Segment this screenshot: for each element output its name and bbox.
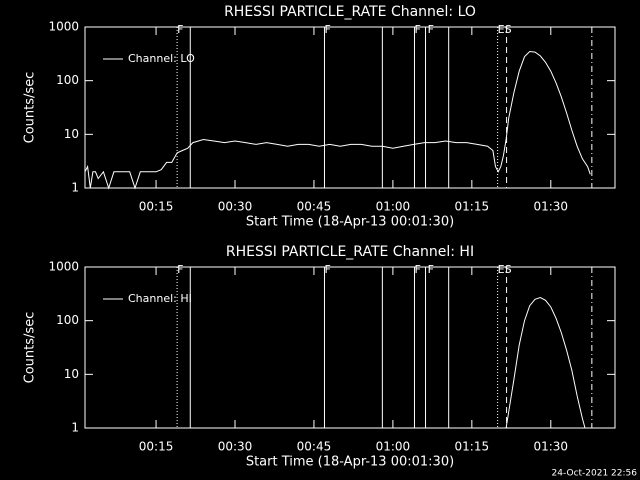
y-tick-label: 100	[56, 73, 79, 87]
y-tick-label: 1	[71, 181, 79, 195]
y-tick-label: 100	[56, 313, 79, 327]
x-axis-label: Start Time (18-Apr-13 00:01:30)	[246, 215, 454, 230]
x-tick-label: 01:15	[455, 200, 490, 214]
data-line	[505, 296, 586, 429]
x-tick-label: 00:30	[218, 440, 253, 454]
y-axis-label: Counts/sec	[23, 72, 38, 144]
x-tick-label: 01:15	[455, 440, 490, 454]
x-tick-label: 00:45	[297, 440, 332, 454]
x-tick-label: 01:00	[376, 440, 411, 454]
x-tick-label: 01:30	[533, 440, 568, 454]
x-tick-label: 00:15	[139, 440, 174, 454]
flag-label: F	[428, 263, 434, 276]
x-tick-label: 00:30	[218, 200, 253, 214]
x-tick-label: 00:15	[139, 200, 174, 214]
flag-label: F	[324, 263, 330, 276]
legend-label: Channel: HI	[128, 292, 192, 305]
y-tick-label: 10	[64, 367, 79, 381]
y-axis-label: Counts/sec	[23, 312, 38, 384]
chart-title: RHESSI PARTICLE_RATE Channel: HI	[226, 244, 474, 260]
y-tick-label: 1000	[48, 260, 79, 274]
data-line	[84, 50, 591, 190]
flag-label: F	[177, 263, 183, 276]
footer: 24-Oct-2021 22:56	[552, 469, 638, 479]
flag-label: F	[324, 23, 330, 36]
flag-label: ES	[498, 23, 512, 36]
x-tick-label: 01:30	[533, 200, 568, 214]
flag-label: F	[177, 23, 183, 36]
y-tick-label: 1	[71, 421, 79, 435]
flag-label: F	[428, 23, 434, 36]
x-axis-label: Start Time (18-Apr-13 00:01:30)	[246, 455, 454, 470]
chart-title: RHESSI PARTICLE_RATE Channel: LO	[224, 4, 476, 20]
flag-label: F	[414, 23, 420, 36]
x-tick-label: 00:45	[297, 200, 332, 214]
legend-label: Channel: LO	[128, 52, 195, 65]
flag-label: ES	[498, 263, 512, 276]
y-tick-label: 1000	[48, 20, 79, 34]
y-tick-label: 10	[64, 127, 79, 141]
plot-frame	[84, 26, 616, 189]
plot-frame	[84, 266, 616, 429]
x-tick-label: 01:00	[376, 200, 411, 214]
flag-label: F	[414, 263, 420, 276]
